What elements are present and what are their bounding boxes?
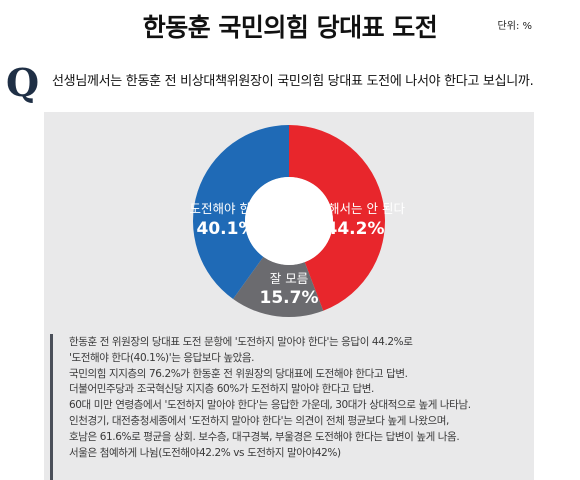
note-line: 호남은 61.6%로 평균을 상회. 보수층, 대구경북, 부울경은 도전해야 … bbox=[69, 430, 460, 443]
slice-unsure bbox=[233, 256, 324, 317]
donut-hole bbox=[245, 177, 333, 265]
label-should-not-run-name: 도전해서는 안 된다 bbox=[305, 201, 405, 216]
note-line: 더불어민주당과 조국혁신당 지지층 60%가 도전하지 말아야 한다고 답변. bbox=[69, 383, 374, 396]
note-line: 한동훈 전 위원장의 당대표 도전 문항에 '도전하지 말아야 한다'는 응답이… bbox=[69, 336, 413, 348]
analysis-notes: 한동훈 전 위원장의 당대표 도전 문항에 '도전하지 말아야 한다'는 응답이… bbox=[50, 334, 537, 480]
note-line: 60대 미만 연령층에서 '도전하지 말아야 한다'는 응답한 가운데, 30대… bbox=[69, 399, 471, 412]
slice-should-not-run bbox=[289, 125, 386, 311]
label-unsure-name: 잘 모름 bbox=[270, 271, 308, 286]
note-line: 서울은 첨예하게 나뉨(도전해야42.2% vs 도전하지 말아야42%) bbox=[69, 446, 341, 459]
label-should-run-name: 도전해야 한다 bbox=[190, 201, 263, 216]
note-line: '도전해야 한다(40.1%)'는 응답보다 높았음. bbox=[69, 351, 255, 364]
label-should-run-value: 40.1% bbox=[197, 219, 256, 239]
question-mark-icon: Q bbox=[6, 60, 40, 105]
unit-label: 단위: % bbox=[497, 21, 532, 32]
label-unsure-value: 15.7% bbox=[260, 288, 319, 308]
label-should-not-run-value: 44.2% bbox=[326, 219, 385, 239]
page-title: 한동훈 국민의힘 당대표 도전 bbox=[142, 13, 438, 42]
note-line: 국민의힘 지지층의 76.2%가 한동훈 전 위원장의 당대표에 도전해야 한다… bbox=[69, 367, 408, 380]
analysis-notes-text: 한동훈 전 위원장의 당대표 도전 문항에 '도전하지 말아야 한다'는 응답이… bbox=[69, 335, 529, 461]
slice-should-run bbox=[192, 125, 289, 300]
survey-question: 선생님께서는 한동훈 전 비상대책위원장이 국민의힘 당대표 도전에 나서야 한… bbox=[52, 74, 534, 89]
note-line: 인천경기, 대전충청세종에서 '도전하지 말아야 한다'는 의견이 전체 평균보… bbox=[69, 414, 449, 427]
